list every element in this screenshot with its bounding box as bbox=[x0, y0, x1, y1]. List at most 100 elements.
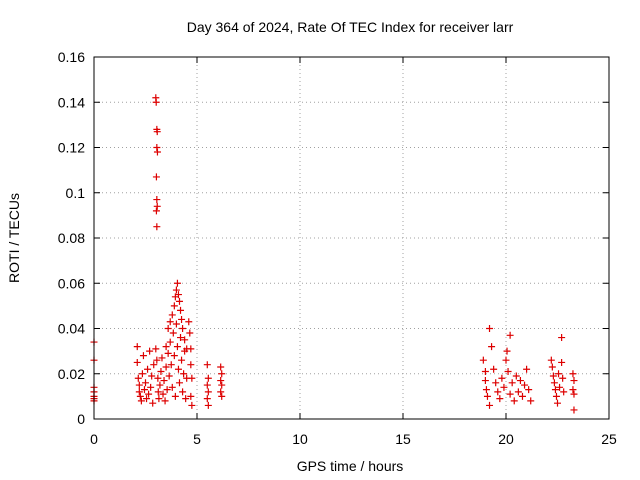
data-point bbox=[514, 388, 522, 396]
data-point bbox=[479, 356, 487, 364]
data-point bbox=[135, 381, 143, 389]
tick-marks bbox=[93, 56, 610, 420]
data-point bbox=[486, 325, 494, 332]
data-point bbox=[552, 392, 560, 400]
data-point bbox=[156, 381, 164, 389]
x-tick-label: 25 bbox=[601, 431, 617, 447]
data-point bbox=[158, 354, 166, 362]
data-point bbox=[174, 291, 182, 299]
data-point bbox=[153, 196, 161, 204]
data-point bbox=[204, 401, 212, 409]
data-point bbox=[154, 374, 162, 382]
data-point bbox=[570, 390, 578, 398]
data-point bbox=[146, 347, 154, 355]
data-point bbox=[186, 329, 194, 337]
data-point bbox=[170, 302, 178, 310]
data-point bbox=[483, 392, 491, 400]
data-point bbox=[172, 320, 180, 328]
data-point bbox=[153, 148, 161, 156]
chart-title: Day 364 of 2024, Rate Of TEC Index for r… bbox=[187, 19, 514, 35]
data-point bbox=[174, 365, 182, 373]
data-point bbox=[168, 383, 176, 391]
data-points bbox=[90, 94, 578, 414]
y-tick-label: 0.1 bbox=[66, 185, 86, 201]
data-point bbox=[173, 279, 181, 287]
data-point bbox=[492, 379, 500, 387]
data-point bbox=[181, 336, 189, 344]
data-point bbox=[153, 128, 161, 136]
data-point bbox=[523, 365, 531, 373]
data-point bbox=[161, 397, 169, 405]
data-point bbox=[152, 345, 160, 353]
data-point bbox=[549, 372, 557, 380]
data-point bbox=[173, 343, 181, 351]
data-point bbox=[555, 370, 563, 378]
data-point bbox=[153, 356, 161, 364]
data-point bbox=[217, 388, 225, 396]
data-point bbox=[182, 395, 190, 403]
data-point bbox=[570, 406, 578, 414]
data-point bbox=[560, 388, 568, 396]
data-point bbox=[154, 388, 162, 396]
data-point bbox=[166, 318, 174, 326]
data-point bbox=[570, 377, 578, 385]
data-point bbox=[188, 401, 196, 409]
data-point bbox=[217, 363, 225, 371]
data-point bbox=[179, 388, 187, 396]
data-point bbox=[149, 399, 157, 407]
data-point bbox=[137, 397, 145, 405]
data-point bbox=[142, 379, 149, 387]
data-point bbox=[166, 338, 174, 346]
data-point bbox=[204, 388, 212, 396]
data-point bbox=[153, 144, 161, 151]
data-point bbox=[498, 374, 506, 382]
y-tick-label: 0.16 bbox=[58, 49, 85, 65]
data-point bbox=[175, 379, 183, 387]
data-point bbox=[163, 386, 171, 394]
y-tick-label: 0.08 bbox=[58, 230, 85, 246]
x-tick-label: 5 bbox=[193, 431, 201, 447]
data-point bbox=[482, 386, 490, 394]
data-point bbox=[155, 395, 163, 403]
data-point bbox=[494, 388, 502, 396]
data-point bbox=[503, 347, 511, 355]
data-point bbox=[481, 367, 489, 375]
data-point bbox=[147, 383, 155, 391]
data-point bbox=[133, 343, 141, 351]
data-point bbox=[518, 392, 526, 400]
data-point bbox=[185, 318, 193, 326]
data-point bbox=[525, 386, 533, 394]
y-tick-label: 0.04 bbox=[58, 321, 85, 337]
data-point bbox=[187, 345, 195, 353]
data-point bbox=[506, 390, 514, 398]
data-point bbox=[551, 386, 559, 394]
x-axis-label: GPS time / hours bbox=[297, 458, 404, 474]
data-point bbox=[164, 349, 172, 357]
data-point bbox=[175, 297, 183, 305]
data-point bbox=[152, 98, 160, 106]
data-point bbox=[171, 392, 179, 400]
data-point bbox=[153, 202, 161, 210]
data-point bbox=[134, 374, 142, 382]
data-point bbox=[504, 367, 512, 375]
data-point bbox=[569, 370, 577, 378]
data-point bbox=[144, 365, 152, 373]
data-point bbox=[133, 358, 141, 366]
data-point bbox=[218, 392, 226, 400]
data-point bbox=[500, 383, 508, 391]
data-point bbox=[512, 372, 520, 380]
data-point bbox=[516, 377, 524, 385]
x-tick-label: 0 bbox=[90, 431, 98, 447]
data-point bbox=[145, 390, 153, 398]
data-point bbox=[187, 392, 195, 400]
data-point bbox=[510, 397, 518, 405]
data-point bbox=[152, 207, 160, 215]
data-point bbox=[160, 377, 168, 385]
data-point bbox=[168, 311, 176, 319]
y-axis-label: ROTI / TECUs bbox=[6, 193, 22, 283]
data-point bbox=[506, 331, 514, 339]
data-point bbox=[153, 223, 161, 231]
x-tick-label: 15 bbox=[395, 431, 411, 447]
data-point bbox=[203, 395, 211, 403]
data-point bbox=[152, 173, 160, 181]
